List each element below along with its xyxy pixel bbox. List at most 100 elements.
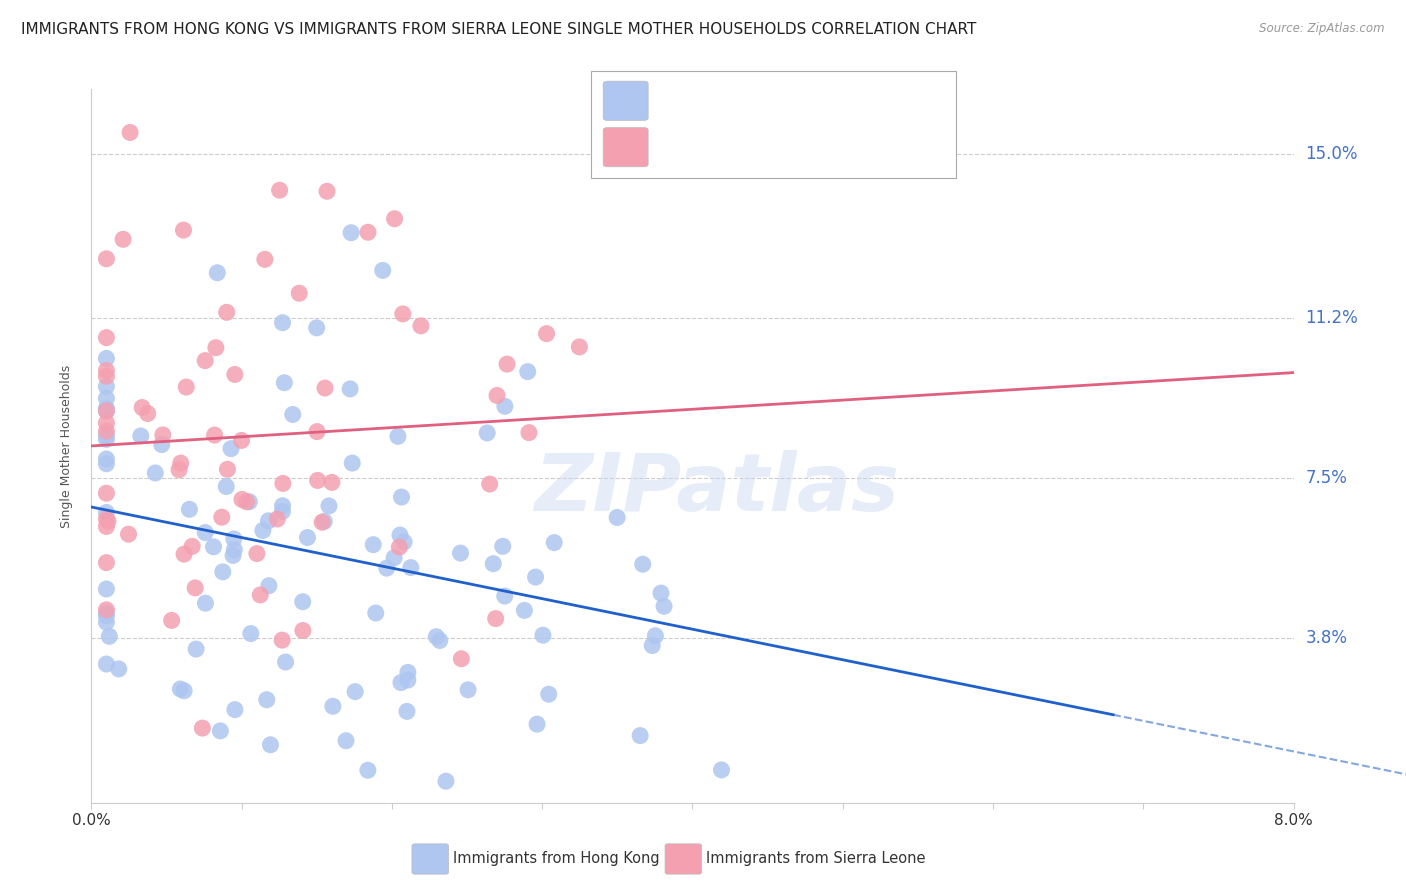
Point (450, 546, 472, 560)
Point (129, 429, 152, 443)
Point (339, 382, 361, 396)
Point (516, 365, 538, 379)
Point (238, 494, 260, 508)
Point (96, 392, 118, 406)
Text: Immigrants from Hong Kong: Immigrants from Hong Kong (453, 852, 659, 866)
Point (342, 456, 364, 470)
Point (96, 603, 118, 617)
Point (222, 532, 245, 546)
Point (307, 474, 329, 488)
Point (269, 183, 291, 197)
Point (173, 683, 195, 698)
Point (172, 223, 194, 237)
Point (271, 633, 294, 648)
Point (631, 558, 654, 572)
Point (396, 665, 419, 680)
Point (496, 357, 519, 371)
Point (361, 538, 384, 552)
Point (224, 368, 246, 382)
Point (340, 226, 363, 240)
Point (311, 515, 333, 529)
Text: R =: R = (652, 92, 692, 110)
Point (231, 434, 253, 448)
Point (215, 305, 238, 319)
Point (321, 475, 343, 490)
Point (96, 433, 118, 447)
Point (131, 401, 153, 415)
Point (211, 510, 233, 524)
Point (215, 479, 238, 493)
Point (425, 630, 447, 644)
Point (179, 502, 201, 516)
Text: Immigrants from Sierra Leone: Immigrants from Sierra Leone (706, 852, 925, 866)
Point (641, 639, 664, 653)
Point (543, 535, 565, 549)
Point (357, 225, 380, 239)
Point (96, 486, 118, 500)
Point (494, 589, 516, 603)
Point (136, 407, 159, 421)
Point (256, 692, 278, 706)
Point (494, 400, 516, 414)
Point (271, 499, 294, 513)
Y-axis label: Single Mother Households: Single Mother Households (59, 364, 73, 528)
Point (184, 581, 207, 595)
Point (96, 657, 118, 671)
Text: N =: N = (756, 138, 808, 156)
Point (482, 557, 505, 571)
Text: 66: 66 (811, 138, 839, 156)
Point (96, 506, 118, 520)
Point (209, 723, 232, 738)
Point (316, 184, 339, 198)
Point (117, 527, 139, 541)
Point (271, 504, 294, 518)
Point (388, 540, 411, 554)
Point (96, 331, 118, 345)
Text: 0.072: 0.072 (686, 138, 737, 156)
Point (274, 655, 297, 669)
Point (96, 369, 118, 384)
Point (219, 442, 242, 456)
Point (239, 626, 262, 640)
Point (409, 318, 432, 333)
Point (457, 682, 479, 697)
Point (194, 596, 217, 610)
Point (492, 539, 515, 553)
Point (392, 535, 415, 549)
Point (273, 376, 295, 390)
Point (606, 510, 628, 524)
Text: IMMIGRANTS FROM HONG KONG VS IMMIGRANTS FROM SIERRA LEONE SINGLE MOTHER HOUSEHOL: IMMIGRANTS FROM HONG KONG VS IMMIGRANTS … (21, 22, 976, 37)
Point (173, 547, 195, 561)
Point (96, 404, 118, 418)
Point (291, 595, 314, 609)
Point (257, 579, 280, 593)
Point (388, 528, 411, 542)
Point (288, 286, 311, 301)
Point (391, 490, 413, 504)
Point (96, 519, 118, 533)
Point (96, 363, 118, 377)
Text: -0.307: -0.307 (686, 92, 744, 110)
Point (568, 340, 591, 354)
Point (96, 606, 118, 620)
Point (211, 565, 233, 579)
Point (478, 477, 501, 491)
Point (364, 606, 387, 620)
Point (434, 774, 457, 789)
Point (96, 615, 118, 630)
Point (253, 252, 276, 267)
Point (96, 457, 118, 471)
Point (184, 642, 207, 657)
Point (537, 687, 560, 701)
Point (271, 316, 294, 330)
Point (207, 266, 229, 280)
Point (513, 603, 536, 617)
Point (384, 211, 406, 226)
Point (96, 428, 118, 442)
Point (297, 531, 319, 545)
Point (266, 512, 288, 526)
Point (222, 549, 245, 563)
Point (224, 542, 246, 557)
Point (371, 263, 394, 277)
Point (391, 307, 413, 321)
